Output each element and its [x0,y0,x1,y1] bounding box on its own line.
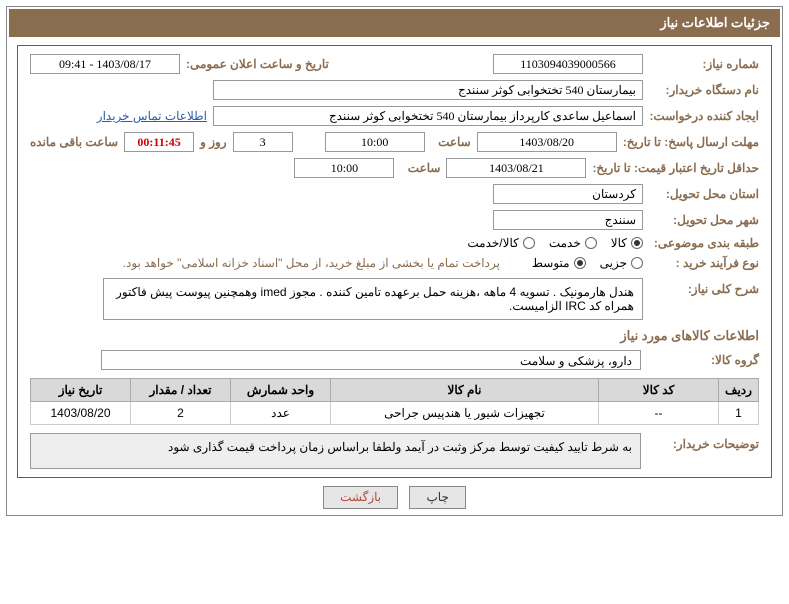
radio-icon [585,237,597,249]
radio-label: جزیی [600,256,627,270]
radio-icon [631,237,643,249]
row-requester: ایجاد کننده درخواست: اسماعیل ساعدی کارپر… [30,106,759,126]
th-date: تاریخ نیاز [31,379,131,402]
field-general-desc: هندل هارمونیک . تسویه 4 ماهه ،هزینه حمل … [103,278,643,320]
radio-group-process: جزیی متوسط [532,256,643,270]
radio-label: کالا/خدمت [467,236,518,250]
radio-item-kala-khedmat[interactable]: کالا/خدمت [467,236,534,250]
field-validity-date: 1403/08/21 [446,158,586,178]
radio-label: متوسط [532,256,570,270]
label-requester: ایجاد کننده درخواست: [649,109,759,123]
row-general-desc: شرح کلی نیاز: هندل هارمونیک . تسویه 4 ما… [30,278,759,320]
label-deadline: مهلت ارسال پاسخ: تا تاریخ: [623,135,759,149]
radio-icon [523,237,535,249]
main-panel: شماره نیاز: 1103094039000566 تاریخ و ساع… [17,45,772,478]
label-hour2: ساعت [400,161,440,175]
label-buyer-notes: توضیحات خریدار: [649,433,759,469]
field-need-no: 1103094039000566 [493,54,643,74]
row-buyer-notes: توضیحات خریدار: به شرط تایید کیفیت توسط … [30,433,759,469]
footer-buttons: چاپ بازگشت [9,486,780,509]
th-unit: واحد شمارش [231,379,331,402]
field-buyer-org: بیمارستان 540 تختخوابی کوثر سنندج [213,80,643,100]
label-validity: حداقل تاریخ اعتبار قیمت: تا تاریخ: [592,161,759,175]
back-button[interactable]: بازگشت [323,486,398,509]
radio-item-medium[interactable]: متوسط [532,256,586,270]
cell-idx: 1 [719,402,759,425]
row-need-no: شماره نیاز: 1103094039000566 تاریخ و ساع… [30,54,759,74]
link-buyer-contact[interactable]: اطلاعات تماس خریدار [97,109,207,123]
print-button[interactable]: چاپ [409,486,465,509]
row-goods-group: گروه کالا: دارو، پزشکی و سلامت [30,350,759,370]
label-need-no: شماره نیاز: [649,57,759,71]
radio-item-khedmat[interactable]: خدمت [549,236,597,250]
th-qty: تعداد / مقدار [131,379,231,402]
section-goods-info: اطلاعات کالاهای مورد نیاز [30,328,759,344]
field-announce-dt: 1403/08/17 - 09:41 [30,54,180,74]
cell-qty: 2 [131,402,231,425]
label-process: نوع فرآیند خرید : [649,256,759,270]
field-reply-hour: 10:00 [325,132,425,152]
row-buyer-org: نام دستگاه خریدار: بیمارستان 540 تختخواب… [30,80,759,100]
goods-table: ردیف کد کالا نام کالا واحد شمارش تعداد /… [30,378,759,425]
row-subject-class: طبقه بندی موضوعی: کالا خدمت کالا/خدمت [30,236,759,250]
radio-label: خدمت [549,236,581,250]
row-process: نوع فرآیند خرید : جزیی متوسط پرداخت تمام… [30,256,759,270]
label-days-and: روز و [200,135,227,149]
field-days-remain: 3 [233,132,293,152]
radio-label: کالا [611,236,627,250]
field-province: کردستان [493,184,643,204]
page-header: جزئیات اطلاعات نیاز [9,9,780,37]
th-idx: ردیف [719,379,759,402]
label-general-desc: شرح کلی نیاز: [649,278,759,296]
cell-name: تجهیزات شیور یا هندپیس جراحی [331,402,599,425]
radio-item-kala[interactable]: کالا [611,236,643,250]
table-header-row: ردیف کد کالا نام کالا واحد شمارش تعداد /… [31,379,759,402]
radio-item-small[interactable]: جزیی [600,256,643,270]
radio-icon [574,257,586,269]
row-province: استان محل تحویل: کردستان [30,184,759,204]
label-city: شهر محل تحویل: [649,213,759,227]
field-time-remain: 00:11:45 [124,132,194,152]
th-name: نام کالا [331,379,599,402]
cell-unit: عدد [231,402,331,425]
cell-date: 1403/08/20 [31,402,131,425]
radio-group-subject: کالا خدمت کالا/خدمت [467,236,643,250]
label-time-remaining: ساعت باقی مانده [30,135,118,149]
table-row: 1 -- تجهیزات شیور یا هندپیس جراحی عدد 2 … [31,402,759,425]
field-requester: اسماعیل ساعدی کارپرداز بیمارستان 540 تخت… [213,106,643,126]
field-city: سنندج [493,210,643,230]
label-buyer-org: نام دستگاه خریدار: [649,83,759,97]
field-buyer-notes: به شرط تایید کیفیت توسط مرکز وثبت در آیم… [30,433,641,469]
cell-code: -- [599,402,719,425]
label-hour1: ساعت [431,135,471,149]
row-price-validity: حداقل تاریخ اعتبار قیمت: تا تاریخ: 1403/… [30,158,759,178]
radio-icon [631,257,643,269]
field-goods-group: دارو، پزشکی و سلامت [101,350,641,370]
label-province: استان محل تحویل: [649,187,759,201]
label-subject: طبقه بندی موضوعی: [649,236,759,250]
payment-note: پرداخت تمام یا بخشی از مبلغ خرید، از محل… [123,256,500,270]
outer-frame: جزئیات اطلاعات نیاز شماره نیاز: 11030940… [6,6,783,516]
field-reply-date: 1403/08/20 [477,132,617,152]
label-goods-group: گروه کالا: [649,353,759,367]
field-validity-hour: 10:00 [294,158,394,178]
row-city: شهر محل تحویل: سنندج [30,210,759,230]
row-reply-deadline: مهلت ارسال پاسخ: تا تاریخ: 1403/08/20 سا… [30,132,759,152]
th-code: کد کالا [599,379,719,402]
label-announce-dt: تاریخ و ساعت اعلان عمومی: [186,57,329,71]
